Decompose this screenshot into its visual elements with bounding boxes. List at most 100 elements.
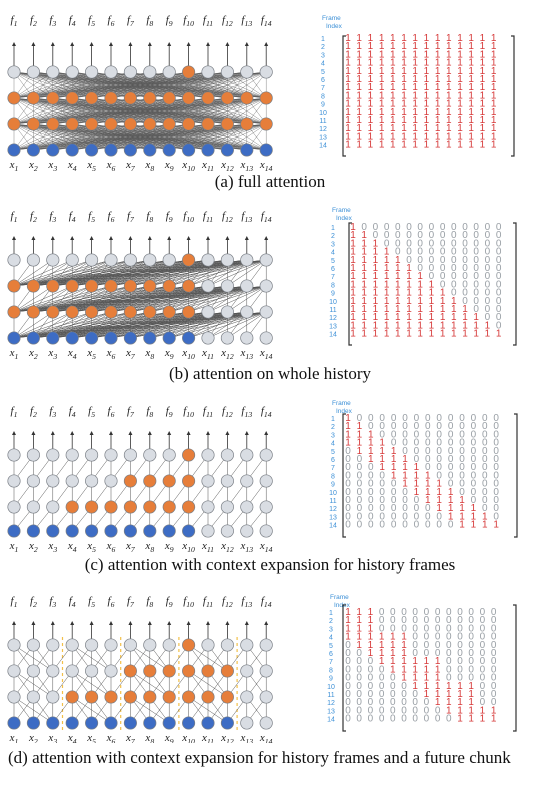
mask-cell: 1 — [425, 495, 431, 506]
connection-line — [13, 259, 209, 287]
frame-index: 3 — [329, 626, 333, 633]
connection-line — [13, 71, 92, 99]
mask-cell: 1 — [446, 107, 452, 118]
hidden-node-active — [143, 474, 157, 488]
arrowhead-icon — [31, 431, 36, 435]
connection-line — [13, 311, 189, 339]
mask-cell: 1 — [412, 82, 418, 93]
node-inactive — [85, 638, 99, 652]
mask-cell: 0 — [493, 413, 499, 424]
connection-line — [13, 285, 73, 313]
input-label-x: x9 — [164, 540, 174, 554]
mask-cell: 1 — [412, 140, 418, 151]
mask-cell: 1 — [436, 495, 442, 506]
frame-index: 4 — [329, 635, 333, 642]
input-node-active — [259, 143, 273, 157]
mask-cell: 0 — [436, 462, 442, 473]
mask-cell: 0 — [345, 664, 351, 675]
mask-cell: 0 — [379, 495, 385, 506]
mask-cell: 1 — [350, 312, 356, 323]
frame-index: 6 — [321, 77, 325, 84]
mask-cell: 1 — [412, 681, 418, 692]
mask-cell: 0 — [491, 615, 497, 626]
mask-cell: 0 — [429, 222, 435, 233]
node-inactive — [220, 305, 234, 319]
mask-cell: 1 — [356, 607, 362, 618]
input-label-x: x12 — [220, 540, 234, 554]
mask-cell: 1 — [401, 131, 407, 142]
hidden-node-active — [220, 664, 234, 678]
mask-cell: 0 — [485, 255, 491, 266]
mask-cell: 1 — [368, 66, 374, 77]
mask-cell: 1 — [350, 247, 356, 258]
mask-cell: 1 — [368, 123, 374, 134]
mask-cell: 0 — [482, 487, 488, 498]
node-inactive — [143, 638, 157, 652]
mask-cell: 0 — [435, 714, 441, 725]
matrix-bracket — [342, 604, 346, 732]
mask-cell: 1 — [491, 131, 497, 142]
mask-cell: 0 — [424, 607, 430, 618]
connection-line — [13, 259, 228, 287]
node-inactive — [259, 524, 273, 538]
mask-cell: 1 — [424, 58, 430, 69]
node-inactive — [26, 690, 40, 704]
mask-cell: 1 — [384, 255, 390, 266]
input-label-x: x5 — [86, 159, 96, 172]
mask-cell: 0 — [345, 520, 351, 531]
mask-cell: 1 — [480, 107, 486, 118]
mask-cell: 0 — [451, 222, 457, 233]
mask-cell: 1 — [435, 140, 441, 151]
mask-cell: 0 — [457, 664, 463, 675]
input-label-x: x2 — [28, 347, 38, 360]
mask-cell: 0 — [493, 487, 499, 498]
mask-cell: 0 — [345, 689, 351, 700]
mask-cell: 1 — [424, 99, 430, 110]
mask-cell: 0 — [345, 648, 351, 659]
mask-cell: 1 — [368, 632, 374, 643]
frame-index: 6 — [329, 651, 333, 658]
mask-cell: 1 — [414, 462, 420, 473]
output-label-f: f3 — [49, 210, 56, 224]
mask-cell: 1 — [457, 681, 463, 692]
mask-cell: 1 — [395, 271, 401, 282]
mask-cell: 0 — [485, 304, 491, 315]
mask-cell: 1 — [401, 82, 407, 93]
input-label-x: x5 — [86, 540, 96, 554]
arrowhead-icon — [244, 42, 249, 46]
mask-cell: 1 — [384, 296, 390, 307]
mask-cell: 1 — [379, 90, 385, 101]
node-inactive — [7, 500, 21, 514]
mask-cell: 1 — [446, 123, 452, 134]
mask-cell: 0 — [368, 479, 374, 490]
output-label-f: f10 — [183, 405, 194, 419]
output-label-f: f10 — [183, 210, 194, 224]
node-inactive — [7, 690, 21, 704]
mask-cell: 0 — [440, 279, 446, 290]
node-inactive — [201, 638, 215, 652]
node-inactive — [240, 253, 254, 267]
mask-cell: 1 — [379, 462, 385, 473]
mask-cell: 0 — [379, 681, 385, 692]
mask-cell: 0 — [462, 288, 468, 299]
frame-index-header: Frame — [332, 207, 351, 214]
connections — [13, 71, 267, 151]
arrowhead-icon — [147, 42, 152, 46]
mask-cell: 0 — [368, 503, 374, 514]
arrowhead-icon — [31, 236, 36, 240]
node-inactive — [240, 690, 254, 704]
mask-cell: 0 — [462, 263, 468, 274]
frame-index: 9 — [329, 676, 333, 683]
mask-cell: 1 — [468, 115, 474, 126]
mask-cell: 0 — [414, 511, 420, 522]
mask-cell: 0 — [402, 511, 408, 522]
input-label-x: x4 — [67, 347, 77, 360]
frame-index: 11 — [327, 692, 334, 699]
mask-cell: 1 — [435, 66, 441, 77]
mask-cell: 1 — [491, 140, 497, 151]
frame-index: 10 — [329, 490, 337, 497]
mask-cell: 1 — [401, 107, 407, 118]
mask-cell: 0 — [435, 632, 441, 643]
mask-cell: 0 — [435, 607, 441, 618]
mask-cell: 0 — [379, 623, 385, 634]
